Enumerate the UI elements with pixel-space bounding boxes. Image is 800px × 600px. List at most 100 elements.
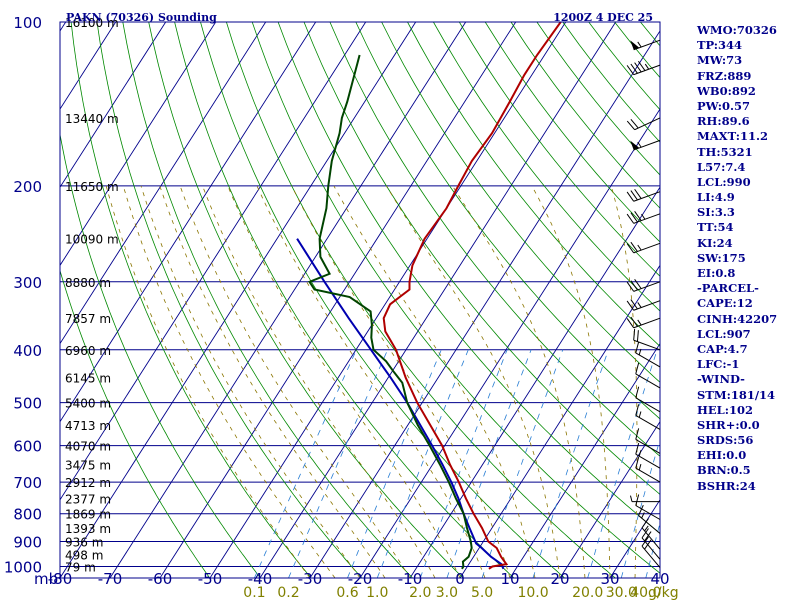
moist-adiabat xyxy=(140,185,361,578)
wind-barb xyxy=(635,443,661,469)
index-item: -PARCEL- xyxy=(697,281,759,296)
pressure-label: 1000 xyxy=(4,558,42,576)
index-item: LI:4.9 xyxy=(697,190,735,205)
isotherm-line xyxy=(0,22,16,578)
mixing-ratio-line xyxy=(376,349,469,578)
dry-adiabat xyxy=(458,22,660,277)
index-item: MAXT:11.2 xyxy=(697,129,768,144)
wind-barb xyxy=(626,60,661,76)
barb-flag xyxy=(630,63,638,74)
index-item: WMO:70326 xyxy=(697,23,777,37)
pressure-label: 600 xyxy=(13,438,42,456)
height-label: 5400 m xyxy=(65,397,111,411)
index-item: FRZ:889 xyxy=(697,68,752,83)
wind-barb xyxy=(626,279,661,292)
isotherm-line xyxy=(209,22,567,578)
dry-adiabat xyxy=(251,22,660,574)
barb-half-flag xyxy=(638,450,642,457)
height-label: 936 m xyxy=(65,536,103,550)
barb-half-flag xyxy=(637,302,642,308)
index-item: STM:181/14 xyxy=(697,387,776,402)
barb-flag xyxy=(634,211,642,221)
moist-adiabat xyxy=(333,185,536,578)
wind-barb xyxy=(641,528,661,560)
barb-flag xyxy=(626,213,635,224)
mixing-ratio-line xyxy=(620,438,660,578)
moist-adiabat xyxy=(105,185,311,578)
pressure-label: 500 xyxy=(13,395,42,413)
index-item: TP:344 xyxy=(697,38,743,53)
height-label: 1393 m xyxy=(65,522,111,536)
index-item: LCL:990 xyxy=(697,174,751,189)
index-item: WB0:892 xyxy=(697,83,756,98)
barb-staff xyxy=(634,117,661,131)
mixing-ratio-line xyxy=(481,349,564,578)
mixing-ratio-line xyxy=(446,349,532,578)
barb-flag xyxy=(634,279,642,289)
wind-barb xyxy=(635,404,661,430)
mixing-ratio-line xyxy=(419,349,508,578)
dry-adiabat xyxy=(148,22,464,578)
barb-flag xyxy=(630,299,638,310)
mixing-ratio-label: 3.0 xyxy=(436,585,458,600)
barb-staff xyxy=(633,213,661,224)
mixing-ratio-label: 0.6 xyxy=(336,585,358,600)
barb-staff xyxy=(635,352,661,368)
barb-flag xyxy=(641,536,649,547)
barb-half-flag xyxy=(637,41,642,48)
wind-barb xyxy=(641,518,661,550)
index-item: SHR+:0.0 xyxy=(697,417,760,432)
index-item: KI:24 xyxy=(697,235,733,250)
index-item: TH:5321 xyxy=(697,144,753,159)
moist-adiabat xyxy=(179,185,411,578)
height-label: 7857 m xyxy=(65,312,111,326)
height-label: 6145 m xyxy=(65,372,111,386)
pressure-label: 800 xyxy=(13,506,42,524)
wind-barb xyxy=(638,504,661,534)
barb-flag xyxy=(630,190,638,201)
barb-flag xyxy=(626,120,636,131)
mixing-ratio-line xyxy=(347,349,442,578)
barb-staff xyxy=(635,505,661,520)
barb-flag xyxy=(630,212,638,223)
temperature-trace xyxy=(382,22,562,570)
barb-flag xyxy=(644,539,652,550)
wind-barb xyxy=(635,494,661,520)
height-label: 10090 m xyxy=(65,233,119,247)
parcel-trace xyxy=(296,238,505,570)
isotherm-line xyxy=(159,22,517,578)
wind-barb xyxy=(635,386,661,413)
wind-barb xyxy=(635,362,661,389)
temperature-tick-label: -60 xyxy=(148,570,173,588)
barb-flag xyxy=(635,494,640,506)
isotherm-line xyxy=(60,22,367,501)
mixing-ratio-label: 10.0 xyxy=(517,585,548,600)
index-item: TT:54 xyxy=(697,220,734,235)
index-item: SRDS:56 xyxy=(697,433,754,448)
moist-adiabat xyxy=(659,571,660,578)
wind-barb xyxy=(641,536,661,568)
indices-panel: WMO:70326 TP:344 MW:73 FRZ:889 WB0:892 PW:0.5… xyxy=(697,23,777,494)
dry-adiabat xyxy=(60,132,261,578)
barb-flag xyxy=(641,518,649,529)
barb-flag xyxy=(638,504,644,516)
dry-adiabat xyxy=(407,22,660,347)
barb-flag xyxy=(634,62,642,73)
mixing-ratio-label: 1.0 xyxy=(366,585,388,600)
station-title: PAKN (70326) Sounding xyxy=(66,11,217,24)
moist-adiabat xyxy=(227,185,461,578)
wind-barb xyxy=(626,241,661,254)
index-item: BSHR:24 xyxy=(697,478,756,493)
pressure-label: 700 xyxy=(13,474,42,492)
barb-staff xyxy=(633,339,661,351)
barb-flag xyxy=(635,456,640,469)
mixing-ratio-label: 5.0 xyxy=(471,585,493,600)
dry-adiabat xyxy=(226,22,616,578)
index-item: CAPE:12 xyxy=(697,296,753,311)
wind-barb xyxy=(630,495,660,503)
index-item: -WIND- xyxy=(697,372,745,387)
barb-flag xyxy=(630,280,638,291)
barb-half-flag xyxy=(638,464,642,471)
plot-frame xyxy=(59,21,661,579)
